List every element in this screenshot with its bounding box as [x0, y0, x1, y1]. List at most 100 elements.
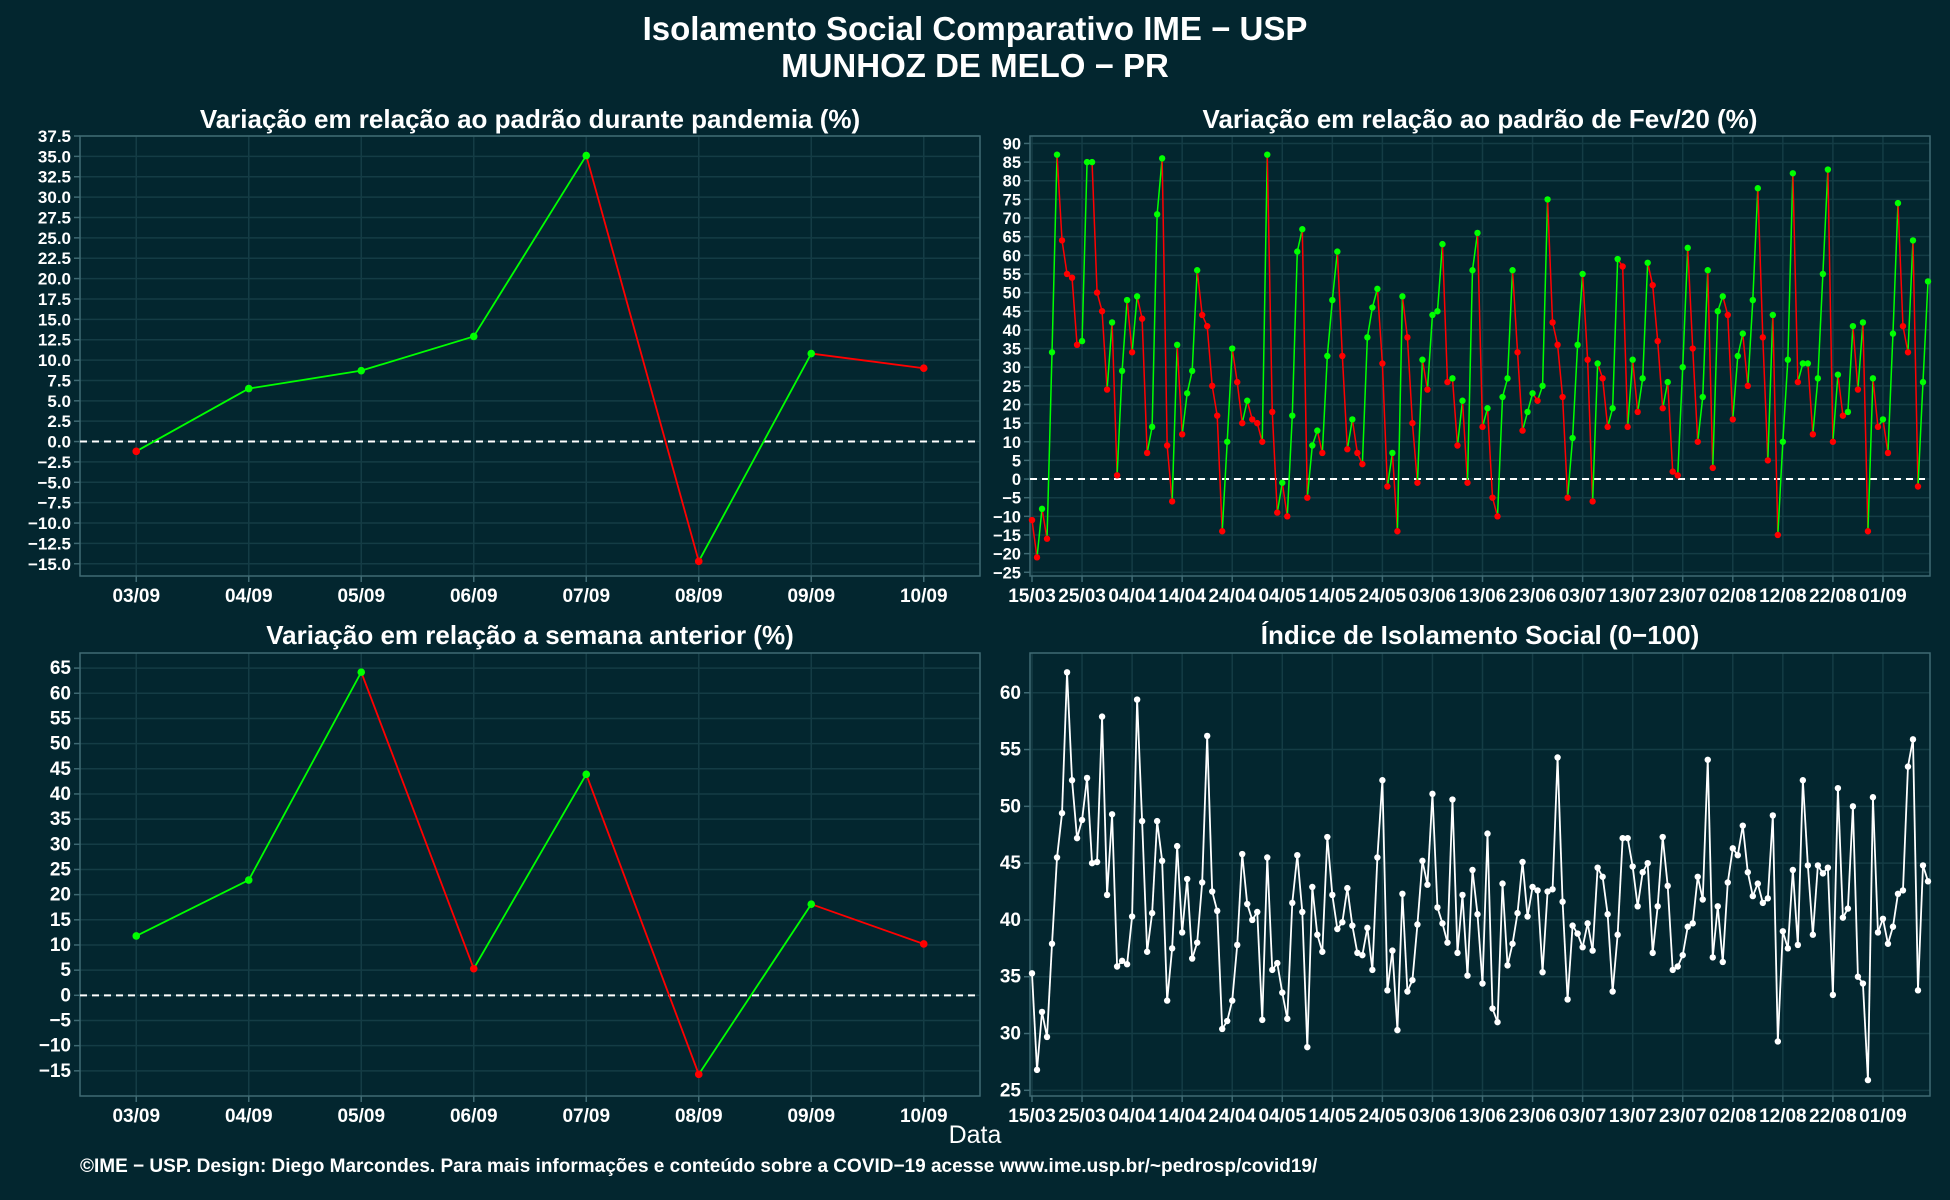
series-segment: [1196, 882, 1204, 943]
series-segment: [1737, 333, 1744, 357]
series-segment: [1391, 950, 1399, 1031]
series-segment: [1817, 273, 1824, 379]
data-point: [1073, 341, 1081, 349]
data-point: [1559, 393, 1566, 401]
data-point: [1098, 308, 1106, 315]
data-point: [1284, 513, 1291, 520]
data-point: [1083, 774, 1091, 782]
series-segment: [1741, 825, 1749, 873]
series-segment: [1506, 270, 1514, 379]
x-tick-label: 02/08: [1709, 586, 1757, 607]
y-tick-label: −25: [993, 564, 1021, 582]
data-point: [1834, 784, 1842, 792]
data-point: [1919, 862, 1927, 869]
data-point: [1424, 881, 1431, 888]
series-segment: [1126, 299, 1133, 353]
panel-frame: [79, 135, 981, 577]
y-tick-label: 10.0: [38, 351, 71, 370]
data-point: [1749, 892, 1757, 900]
series-segment: [1376, 780, 1384, 858]
data-point: [1028, 516, 1036, 524]
series-segment: [1236, 854, 1244, 945]
data-point: [1454, 442, 1461, 449]
data-point: [1108, 319, 1116, 326]
main-title: Isolamento Social Comparativo IME − USP: [642, 10, 1308, 47]
data-point: [1879, 915, 1887, 922]
data-point: [1229, 997, 1236, 1004]
data-point: [1819, 870, 1827, 877]
series-segment: [1206, 735, 1214, 892]
series-segment: [1211, 385, 1218, 416]
data-point: [1259, 438, 1266, 445]
plot-area: 15/03 25/03 04/04 14/04 24/04 04/05 14/05 24/05…: [1000, 652, 1932, 1127]
data-point: [1714, 308, 1721, 315]
series-segment: [585, 774, 700, 1075]
data-point: [1093, 289, 1101, 296]
data-point: [1224, 1017, 1231, 1025]
series-segment: [1501, 883, 1509, 966]
series-segment: [1216, 910, 1224, 1030]
x-tick-label: 04/05: [1259, 1106, 1307, 1127]
data-point: [1304, 494, 1311, 501]
series-segment: [1511, 270, 1519, 353]
data-point: [1048, 349, 1056, 356]
series-segment: [1091, 162, 1098, 293]
series-segment: [1071, 277, 1078, 345]
data-point: [1414, 479, 1421, 486]
data-point: [1774, 531, 1782, 539]
data-point: [1193, 939, 1201, 946]
data-point: [1679, 363, 1686, 371]
series-segment: [1867, 378, 1874, 532]
x-tick-label: 01/09: [1859, 1106, 1907, 1127]
series-segment: [1316, 430, 1324, 454]
series-segment: [1902, 326, 1909, 353]
series-segment: [1491, 497, 1499, 517]
data-point: [1038, 1008, 1046, 1016]
series-segment: [1156, 158, 1163, 215]
series-segment: [1386, 950, 1394, 991]
series-segment: [1046, 352, 1053, 539]
data-point: [1123, 961, 1131, 968]
data-point: [1789, 866, 1797, 874]
series-segment: [1421, 359, 1429, 390]
panel-title-indice: Índice de Isolamento Social (0−100): [1260, 620, 1700, 650]
series-segment: [1341, 355, 1349, 450]
data-point: [1128, 913, 1136, 920]
series-segment: [1036, 1011, 1043, 1070]
series-segment: [1892, 893, 1899, 927]
data-point: [1429, 311, 1436, 319]
series-segment: [1396, 893, 1404, 1031]
data-point: [1899, 887, 1907, 894]
series-segment: [1912, 739, 1919, 991]
data-point: [1544, 196, 1551, 203]
series-segment: [1276, 962, 1284, 993]
chart-pandemia: 03/09 04/09 05/09 06/09 07/09 08/09 09/09 10/09…: [28, 127, 981, 607]
data-point: [1609, 988, 1616, 995]
series-segment: [248, 369, 362, 390]
series-segment: [1191, 270, 1198, 371]
data-point: [1224, 438, 1231, 445]
y-tick-label: −5: [49, 1010, 71, 1031]
series-segment: [1696, 396, 1704, 442]
series-segment: [1271, 411, 1279, 513]
series-segment: [1686, 247, 1694, 349]
data-point: [1349, 922, 1356, 929]
x-tick-label: 14/05: [1309, 586, 1357, 607]
series-segment: [1416, 359, 1424, 483]
y-tick-label: 32.5: [38, 168, 71, 187]
data-point: [1324, 833, 1331, 841]
x-tick-label: 03/07: [1559, 1106, 1607, 1127]
data-point: [1384, 483, 1391, 490]
series-segment: [1651, 285, 1659, 342]
series-segment: [1181, 393, 1188, 435]
data-point: [1063, 270, 1071, 278]
data-point: [1449, 375, 1456, 382]
panel-title-semana: Variação em relação a semana anterior (%…: [266, 620, 794, 650]
data-point: [1924, 278, 1932, 285]
series-segment: [1181, 878, 1189, 933]
data-point: [1579, 943, 1586, 951]
series-segment: [1556, 757, 1564, 902]
data-point: [1844, 905, 1852, 912]
series-segment: [1727, 314, 1734, 420]
series-segment: [1566, 437, 1574, 498]
